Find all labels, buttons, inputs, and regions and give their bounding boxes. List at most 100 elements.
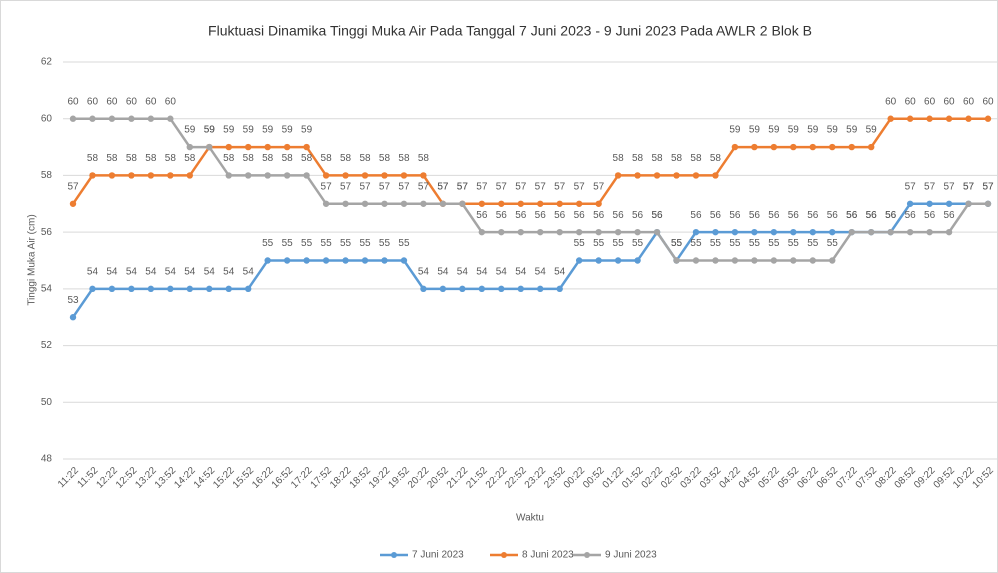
data-point xyxy=(595,200,602,207)
data-label: 59 xyxy=(866,125,878,136)
data-label: 56 xyxy=(846,210,858,221)
data-label: 56 xyxy=(690,210,702,221)
data-label: 60 xyxy=(982,96,994,107)
data-label: 60 xyxy=(106,96,118,107)
data-label: 57 xyxy=(982,181,994,192)
data-label: 60 xyxy=(944,96,956,107)
data-label: 58 xyxy=(301,153,313,164)
data-point xyxy=(926,200,933,207)
data-label: 57 xyxy=(379,181,391,192)
data-label: 54 xyxy=(165,266,177,277)
data-label: 54 xyxy=(418,266,430,277)
data-label: 54 xyxy=(437,266,449,277)
data-point xyxy=(167,172,174,179)
data-label: 60 xyxy=(963,96,975,107)
data-point xyxy=(575,228,583,236)
data-label: 58 xyxy=(398,153,410,164)
data-point xyxy=(731,257,739,264)
data-point xyxy=(614,172,622,179)
data-point xyxy=(128,172,135,179)
legend-label: 8 Juni 2023 xyxy=(522,550,574,561)
y-axis-label: Tinggi Muka Air (cm) xyxy=(27,214,38,305)
data-label: 58 xyxy=(165,153,177,164)
data-point xyxy=(89,285,96,293)
series-line xyxy=(71,202,988,318)
data-point xyxy=(556,228,563,236)
data-label: 56 xyxy=(593,210,605,221)
data-point xyxy=(537,200,544,207)
data-label: 58 xyxy=(359,153,371,164)
data-point xyxy=(556,285,563,293)
data-label: 57 xyxy=(593,181,605,192)
data-point xyxy=(770,228,778,236)
data-point xyxy=(517,285,524,293)
data-label: 54 xyxy=(145,266,157,277)
data-point xyxy=(926,115,933,122)
data-label: 55 xyxy=(301,238,313,249)
data-label: 57 xyxy=(437,181,449,192)
data-point xyxy=(712,172,719,179)
data-label: 59 xyxy=(282,125,294,136)
data-label: 56 xyxy=(827,210,839,221)
data-label: 58 xyxy=(418,153,430,164)
data-point xyxy=(69,115,77,122)
data-label: 57 xyxy=(574,181,586,192)
data-label: 58 xyxy=(632,153,644,164)
data-point xyxy=(186,285,194,293)
data-point xyxy=(478,285,486,293)
data-label: 58 xyxy=(184,153,196,164)
data-point xyxy=(867,143,875,151)
data-point xyxy=(945,228,953,236)
data-label: 56 xyxy=(515,210,527,221)
y-tick-label: 60 xyxy=(41,113,53,124)
data-label: 54 xyxy=(87,266,99,277)
data-label: 58 xyxy=(651,153,663,164)
data-point xyxy=(478,228,486,236)
data-label: 56 xyxy=(885,210,897,221)
data-point xyxy=(303,143,310,151)
data-point xyxy=(848,228,855,236)
data-label: 56 xyxy=(632,210,644,221)
data-point xyxy=(439,200,447,207)
data-point xyxy=(303,257,310,264)
data-label: 60 xyxy=(165,96,177,107)
data-point xyxy=(537,228,544,236)
data-point xyxy=(342,200,349,207)
data-point xyxy=(692,228,700,236)
data-label: 59 xyxy=(729,125,741,136)
data-label: 60 xyxy=(145,96,157,107)
data-label: 56 xyxy=(807,210,819,221)
data-label: 56 xyxy=(866,210,878,221)
data-point xyxy=(283,143,291,151)
data-point xyxy=(264,257,271,264)
data-point xyxy=(692,257,700,264)
data-point xyxy=(673,172,680,179)
data-label: 60 xyxy=(126,96,138,107)
y-tick-label: 58 xyxy=(41,170,53,181)
data-point xyxy=(89,172,96,179)
data-point xyxy=(342,257,349,264)
data-label: 57 xyxy=(67,181,79,192)
data-point xyxy=(381,172,388,179)
data-label: 56 xyxy=(710,210,722,221)
data-point xyxy=(906,200,914,207)
data-point xyxy=(147,285,155,293)
data-label: 58 xyxy=(243,153,255,164)
data-label: 58 xyxy=(321,153,333,164)
data-point xyxy=(420,200,427,207)
legend-label: 9 Juni 2023 xyxy=(605,550,657,561)
data-point xyxy=(167,115,174,122)
data-point xyxy=(673,257,680,264)
data-point xyxy=(790,228,797,236)
data-point xyxy=(478,200,486,207)
data-label: 59 xyxy=(807,125,819,136)
data-point xyxy=(147,115,155,122)
data-point xyxy=(225,143,232,151)
data-point xyxy=(439,285,447,293)
data-label: 60 xyxy=(924,96,936,107)
data-label: 59 xyxy=(749,125,761,136)
data-label: 55 xyxy=(749,238,761,249)
data-point xyxy=(556,200,563,207)
data-point xyxy=(225,285,232,293)
